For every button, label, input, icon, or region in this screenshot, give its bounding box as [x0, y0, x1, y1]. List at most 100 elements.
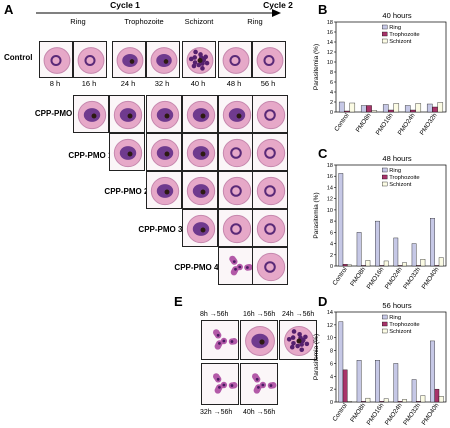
bar-schizont-4 — [437, 102, 444, 113]
chart-title: 40 hours — [382, 11, 411, 20]
y-tick-label: 16 — [327, 30, 333, 36]
y-tick-label: 2 — [330, 100, 333, 106]
pmo-row-0-cell-2 — [146, 95, 182, 133]
e-cell-32h — [201, 363, 239, 405]
bar-schizont-2 — [383, 260, 389, 267]
legend-label-schizont: Schizont — [389, 39, 412, 45]
legend-swatch-trophozoite — [382, 174, 388, 180]
bar-trophozoite-5 — [434, 265, 440, 267]
bar-schizont-3 — [402, 399, 407, 403]
cycle-1-label: Cycle 1 — [110, 0, 140, 10]
stage-label-ring-1: Ring — [70, 17, 86, 26]
bar-schizont-1 — [371, 110, 378, 113]
bar-trophozoite-2 — [379, 265, 385, 267]
pmo-row-0-cell-3 — [182, 95, 218, 133]
bar-ring-5 — [430, 340, 435, 403]
pmo-row-0-cell-5 — [252, 95, 288, 133]
bar-schizont-2 — [383, 398, 389, 403]
y-tick-label: 6 — [330, 361, 333, 367]
y-axis-label: Parasitemia (%) — [313, 44, 320, 90]
pmo-row-1-cell-1 — [146, 133, 182, 171]
row-label-pmo16h: CPP-PMO 16h → — [68, 151, 132, 160]
panel-b-letter: B — [318, 2, 328, 17]
row-label-control: Control — [4, 53, 33, 62]
row-label-pmo32h: CPP-PMO 32h → — [138, 225, 202, 234]
row-label-pmo8h: CPP-PMO 8h → — [34, 109, 94, 118]
bar-ring-2 — [375, 220, 380, 267]
control-cell-2 — [112, 41, 146, 78]
pmo-row-1-cell-3 — [218, 133, 254, 171]
pmo-row-2-cell-3 — [252, 171, 288, 209]
e-label-16h-56h: 16h →56h — [243, 311, 276, 318]
legend-swatch-trophozoite — [382, 31, 388, 37]
legend-label-ring: Ring — [389, 315, 401, 321]
bar-trophozoite-2 — [388, 109, 394, 113]
y-tick-label: 14 — [327, 185, 333, 191]
pmo-row-3-cell-0 — [182, 209, 218, 247]
legend-label-trophozoite: Trophozoite — [389, 32, 419, 38]
e-cell-16h — [240, 320, 278, 360]
legend-swatch-schizont — [382, 181, 388, 187]
bar-trophozoite-0 — [342, 264, 348, 267]
bar-trophozoite-2 — [379, 401, 385, 403]
bar-ring-3 — [404, 105, 411, 113]
y-tick-label: 4 — [330, 374, 333, 380]
bar-schizont-3 — [415, 103, 422, 113]
bar-trophozoite-4 — [432, 106, 438, 113]
legend-label-trophozoite: Trophozoite — [389, 175, 419, 181]
pmo-row-2-cell-1 — [182, 171, 218, 209]
control-cell-3 — [146, 41, 180, 78]
chart-48-hours: 48 hours Parasitemia (%) 0 2 4 6 8 10 12 14 16 18 Co… — [313, 154, 447, 291]
bar-schizont-5 — [438, 257, 444, 267]
pmo-row-1-cell-4 — [252, 133, 288, 171]
cycle-2-label: Cycle 2 — [263, 0, 293, 10]
pmo-row-0-cell-0 — [73, 95, 109, 133]
y-tick-label: 8 — [330, 349, 333, 355]
bar-trophozoite-0 — [344, 110, 350, 113]
bar-ring-1 — [356, 232, 362, 267]
bar-trophozoite-5 — [434, 388, 440, 403]
x-tick-label: PMO8h — [355, 112, 373, 134]
bar-schizont-0 — [347, 401, 352, 403]
control-cell-5 — [218, 41, 252, 78]
time-label-48h: 48 h — [226, 79, 242, 88]
bar-ring-0 — [338, 321, 344, 403]
x-tick-label: PMO8h — [349, 266, 367, 288]
stage-label-trophozoite: Trophozoite — [124, 17, 164, 26]
bar-trophozoite-3 — [397, 265, 403, 267]
y-axis-label: Parasitemia (%) — [313, 334, 320, 380]
y-tick-label: 6 — [330, 230, 333, 236]
bar-ring-3 — [393, 237, 399, 267]
legend-swatch-schizont — [382, 328, 388, 334]
control-cell-6 — [252, 41, 286, 78]
e-label-40h-56h: 40h →56h — [243, 409, 276, 416]
bar-trophozoite-0 — [342, 369, 348, 403]
y-tick-label: 8 — [330, 219, 333, 225]
y-tick-label: 18 — [327, 163, 333, 169]
x-tick-label: PMO8h — [349, 402, 367, 424]
bar-schizont-4 — [420, 395, 426, 403]
pmo-row-1-cell-0 — [109, 133, 145, 171]
e-label-24h-56h: 24h →56h — [282, 311, 315, 318]
panel-e-letter: E — [174, 294, 183, 309]
bar-schizont-0 — [347, 264, 352, 267]
y-tick-label: 0 — [330, 110, 333, 116]
time-label-32h: 32 h — [154, 79, 170, 88]
y-tick-label: 16 — [327, 174, 333, 180]
x-tick-label: Control — [333, 112, 350, 133]
chart-56-hours: 56 hours Parasitemia (%) 0 2 4 6 8 10 12 14 Contro… — [313, 301, 447, 427]
legend-swatch-ring — [382, 24, 388, 30]
x-tick-label: PMO24h — [397, 112, 417, 137]
bar-schizont-3 — [402, 262, 407, 267]
y-tick-label: 8 — [330, 70, 333, 76]
y-tick-label: 10 — [327, 208, 333, 214]
pmo-row-3-cell-1 — [218, 209, 254, 247]
bar-trophozoite-1 — [366, 105, 372, 113]
legend-swatch-ring — [382, 167, 388, 173]
x-tick-label: PMO40h — [420, 266, 440, 291]
time-label-16h: 16 h — [81, 79, 97, 88]
y-tick-label: 4 — [330, 90, 333, 96]
legend-swatch-ring — [382, 314, 388, 320]
bar-ring-2 — [382, 104, 389, 113]
bar-ring-4 — [411, 243, 417, 267]
